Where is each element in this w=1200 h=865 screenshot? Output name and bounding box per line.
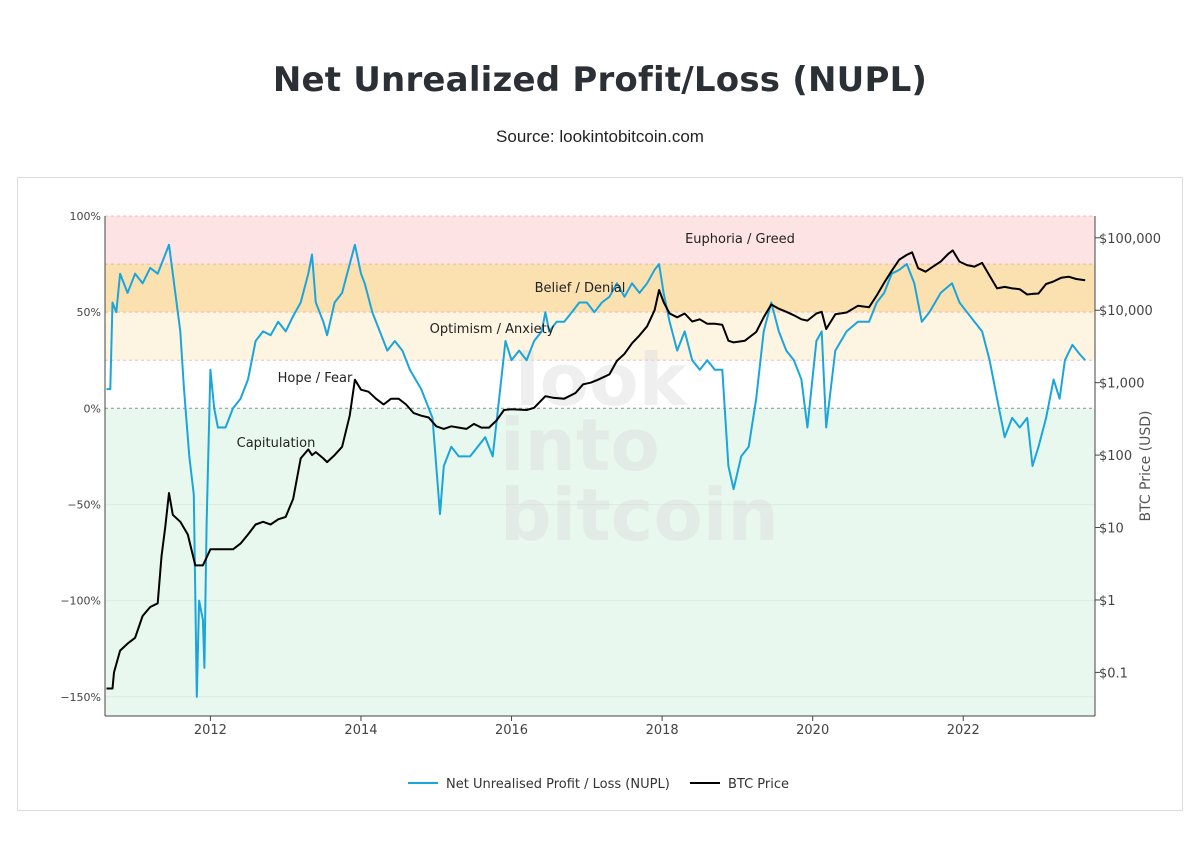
y-right-tick-label: $10 [1099, 522, 1124, 537]
zone-label: Capitulation [237, 436, 316, 451]
x-tick-label: 2014 [344, 723, 377, 738]
legend-label-nupl: Net Unrealised Profit / Loss (NUPL) [446, 777, 670, 792]
y-left-tick-label: 100% [70, 210, 101, 223]
btc-price-line [106, 249, 1086, 690]
watermark-text: into [500, 403, 660, 487]
x-tick-label: 2022 [947, 723, 980, 738]
page-title: Net Unrealized Profit/Loss (NUPL) [272, 60, 928, 100]
zone-label: Optimism / Anxiety [430, 322, 555, 337]
zone-labels: Euphoria / Greed Belief / Denial Optimism … [237, 232, 795, 451]
grid-lines [105, 215, 1095, 698]
y-left-tick-label: −100% [60, 595, 101, 608]
y-right-tick-label: $1,000 [1099, 377, 1145, 392]
legend[interactable]: Net Unrealised Profit / Loss (NUPL) BTC P… [408, 777, 789, 792]
y-right-tick-label: $10,000 [1099, 304, 1153, 319]
zone-band [105, 216, 1095, 265]
y-right-tick-label: $100,000 [1099, 232, 1161, 247]
y-left-tick-label: 50% [77, 306, 101, 319]
x-tick-label: 2016 [495, 723, 528, 738]
y-right-tick-label: $1 [1099, 594, 1116, 609]
watermark-text: bitcoin [500, 473, 779, 557]
zone-band [105, 408, 1095, 716]
y-right-tick-label: $0.1 [1099, 666, 1128, 681]
y-left-tick-label: −50% [67, 498, 101, 511]
zone-band [105, 312, 1095, 361]
x-tick-label: 2012 [194, 723, 227, 738]
y-right-axis-label: BTC Price (USD) [1138, 410, 1154, 521]
zone-label: Hope / Fear [278, 371, 353, 386]
x-tick-label: 2020 [796, 723, 829, 738]
legend-label-price: BTC Price [728, 777, 789, 792]
zone-label: Belief / Denial [535, 281, 626, 296]
y-right-tick-label: $100 [1099, 449, 1132, 464]
nupl-line [106, 243, 1086, 698]
x-tick-label: 2018 [646, 723, 679, 738]
zone-band [105, 360, 1095, 409]
watermark-text: look [515, 338, 689, 422]
y-left-tick-label: −150% [60, 691, 101, 704]
series-lines [106, 243, 1086, 698]
axes: 100% 50% 0% −50% −100% −150% $100,000 $10,000 $1… [60, 210, 1161, 738]
zone-label: Euphoria / Greed [685, 232, 795, 247]
y-left-tick-label: 0% [84, 402, 101, 415]
page-subtitle: Source: lookintobitcoin.com [496, 127, 704, 146]
